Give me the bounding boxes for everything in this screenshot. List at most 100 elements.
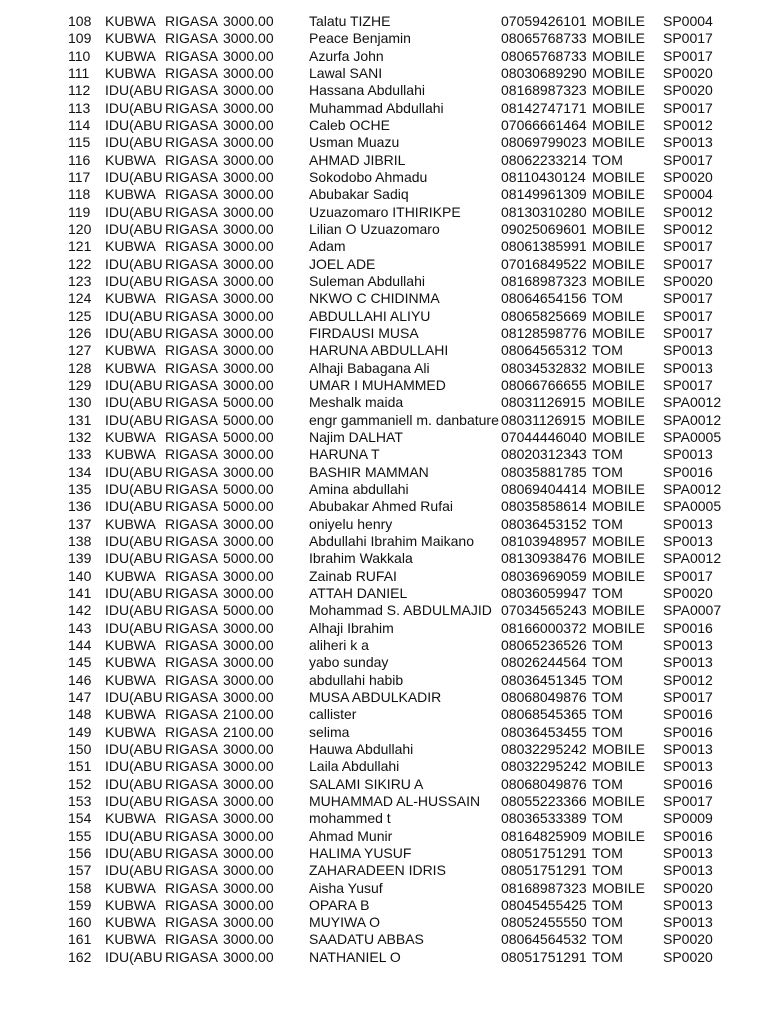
amount-cell: 3000.00 (223, 64, 274, 81)
location-cell: IDU(ABU (105, 134, 162, 151)
code-cell: SP0013 (663, 515, 713, 532)
location-cell: IDU(ABU (105, 203, 162, 220)
amount-cell: 5000.00 (223, 550, 274, 567)
full-name-cell: Talatu TIZHE (309, 13, 391, 29)
destination-cell: RIGASA (165, 99, 218, 116)
amount-cell: 3000.00 (223, 584, 274, 601)
amount-cell: 3000.00 (223, 931, 274, 948)
full-name-cell: FIRDAUSI MUSA (309, 324, 419, 341)
phone-type-cell: MOBILE (592, 359, 645, 376)
full-name-cell: Sokodobo Ahmadu (309, 168, 428, 185)
destination-cell: RIGASA (165, 324, 218, 341)
phone-type-cell: TOM (592, 515, 623, 532)
code-cell: SP0016 (663, 827, 713, 844)
phone-number-cell: 08030689290 (501, 64, 587, 81)
full-name-cell: NKWO C CHIDINMA (309, 290, 440, 307)
phone-number-cell: 07059426101 (501, 13, 587, 29)
phone-type-cell: TOM (592, 810, 623, 827)
full-name-cell: Alhaji Ibrahim (309, 619, 394, 636)
code-cell: SP0013 (663, 914, 713, 931)
table-row: 145 KUBWA RIGASA 3000.00 yabo sunday 08026244… (0, 654, 776, 671)
table-row: 116 KUBWA RIGASA 3000.00 AHMAD JIBRIL 0806223… (0, 152, 776, 169)
location-cell: KUBWA (105, 671, 156, 688)
code-cell: SP0013 (663, 654, 713, 671)
table-row: 160 KUBWA RIGASA 3000.00 MUYIWA O 08052455550… (0, 914, 776, 931)
destination-cell: RIGASA (165, 619, 218, 636)
destination-cell: RIGASA (165, 740, 218, 757)
code-cell: SP0013 (663, 359, 713, 376)
phone-type-cell: MOBILE (592, 30, 645, 47)
phone-type-cell: MOBILE (592, 567, 645, 584)
destination-cell: RIGASA (165, 532, 218, 549)
amount-cell: 3000.00 (223, 740, 274, 757)
full-name-cell: aliheri k a (309, 636, 369, 653)
amount-cell: 3000.00 (223, 654, 274, 671)
table-row: 111 KUBWA RIGASA 3000.00 Lawal SANI 080306892… (0, 65, 776, 82)
phone-number-cell: 08064654156 (501, 290, 587, 307)
full-name-cell: MUHAMMAD AL-HUSSAIN (309, 792, 481, 809)
code-cell: SP0012 (663, 671, 713, 688)
row-number-cell: 157 (68, 862, 92, 879)
location-cell: KUBWA (105, 64, 156, 81)
phone-type-cell: TOM (592, 706, 623, 723)
phone-type-cell: TOM (592, 636, 623, 653)
phone-type-cell: TOM (592, 584, 623, 601)
table-row: 108 KUBWA RIGASA 3000.00 Talatu TIZHE 0705942… (0, 13, 776, 30)
phone-type-cell: TOM (592, 342, 623, 359)
phone-number-cell: 08052455550 (501, 914, 587, 931)
destination-cell: RIGASA (165, 567, 218, 584)
full-name-cell: Lilian O Uzuazomaro (309, 220, 440, 237)
full-name-cell: ZAHARADEEN IDRIS (309, 862, 446, 879)
destination-cell: RIGASA (165, 116, 218, 133)
destination-cell: RIGASA (165, 862, 218, 879)
location-cell: IDU(ABU (105, 862, 162, 879)
destination-cell: RIGASA (165, 203, 218, 220)
table-row: 155 IDU(ABU RIGASA 3000.00 Ahmad Munir 081648… (0, 828, 776, 845)
location-cell: KUBWA (105, 515, 156, 532)
full-name-cell: callister (309, 706, 357, 723)
row-number-cell: 151 (68, 758, 92, 775)
amount-cell: 3000.00 (223, 238, 274, 255)
row-number-cell: 110 (68, 47, 91, 64)
destination-cell: RIGASA (165, 723, 218, 740)
code-cell: SP0020 (663, 584, 713, 601)
phone-number-cell: 08031126915 (501, 394, 586, 411)
phone-number-cell: 08168987323 (501, 272, 587, 289)
table-row: 131 IDU(ABU RIGASA 5000.00 engr gammaniell m… (0, 412, 776, 429)
location-cell: IDU(ABU (105, 394, 162, 411)
full-name-cell: Ibrahim Wakkala (309, 550, 413, 567)
phone-type-cell: TOM (592, 290, 623, 307)
row-number-cell: 155 (68, 827, 92, 844)
table-row: 156 IDU(ABU RIGASA 3000.00 HALIMA YUSUF 08051… (0, 845, 776, 862)
table-row: 159 KUBWA RIGASA 3000.00 OPARA B 08045455425 T… (0, 897, 776, 914)
row-number-cell: 117 (68, 168, 91, 185)
full-name-cell: yabo sunday (309, 654, 389, 671)
code-cell: SP0013 (663, 844, 713, 861)
amount-cell: 3000.00 (223, 688, 274, 705)
row-number-cell: 120 (68, 220, 92, 237)
destination-cell: RIGASA (165, 411, 218, 428)
full-name-cell: SAADATU ABBAS (309, 931, 424, 948)
phone-number-cell: 08069799023 (501, 134, 587, 151)
destination-cell: RIGASA (165, 480, 218, 497)
phone-type-cell: MOBILE (592, 550, 645, 567)
table-row: 140 KUBWA RIGASA 3000.00 Zainab RUFAI 0803696… (0, 568, 776, 585)
phone-type-cell: MOBILE (592, 411, 645, 428)
table-row: 129 IDU(ABU RIGASA 3000.00 UMAR I MUHAMMED 08… (0, 377, 776, 394)
phone-number-cell: 08149961309 (501, 186, 587, 203)
row-number-cell: 114 (68, 116, 91, 133)
amount-cell: 3000.00 (223, 99, 274, 116)
phone-type-cell: TOM (592, 671, 623, 688)
destination-cell: RIGASA (165, 584, 218, 601)
row-number-cell: 144 (68, 636, 92, 653)
phone-type-cell: MOBILE (592, 376, 645, 393)
amount-cell: 3000.00 (223, 844, 274, 861)
code-cell: SP0016 (663, 619, 713, 636)
row-number-cell: 143 (68, 619, 92, 636)
phone-number-cell: 08031126915 (501, 411, 586, 428)
phone-type-cell: MOBILE (592, 324, 645, 341)
phone-type-cell: TOM (592, 896, 623, 913)
phone-number-cell: 08032295242 (501, 758, 587, 775)
phone-type-cell: MOBILE (592, 619, 645, 636)
phone-number-cell: 08065768733 (501, 30, 587, 47)
